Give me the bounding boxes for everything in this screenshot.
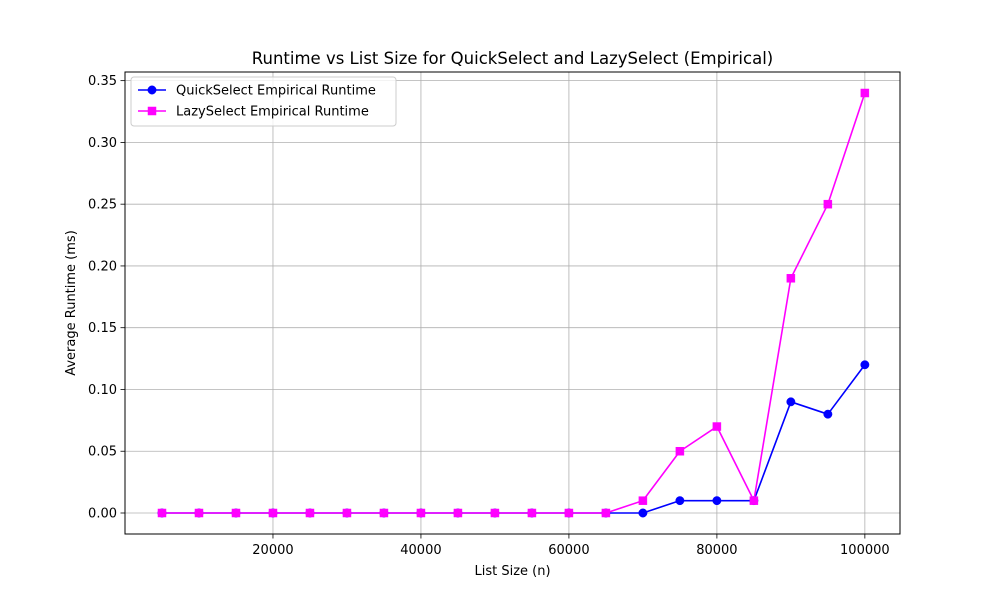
chart-title: Runtime vs List Size for QuickSelect and… (252, 49, 773, 68)
y-tick-label: 0.15 (88, 321, 117, 336)
legend-item: LazySelect Empirical Runtime (138, 105, 369, 120)
y-tick-label: 0.00 (88, 507, 117, 522)
data-point (157, 508, 167, 518)
data-point (712, 496, 722, 506)
x-tick-label: 60000 (548, 543, 589, 558)
y-tick-label: 0.30 (88, 136, 117, 151)
series-1 (157, 88, 870, 518)
data-point (564, 508, 574, 518)
data-point (416, 508, 426, 518)
data-point (601, 508, 611, 518)
x-axis-label: List Size (n) (474, 564, 550, 579)
data-point (379, 508, 389, 518)
x-tick-label: 80000 (696, 543, 737, 558)
data-point (786, 397, 796, 407)
data-point (860, 360, 870, 370)
data-point (712, 422, 722, 431)
y-tick-label: 0.25 (88, 198, 117, 213)
plot-frame (124, 71, 901, 535)
data-point (231, 508, 241, 518)
x-tick-label: 20000 (252, 543, 293, 558)
data-point (453, 508, 463, 518)
legend-label: QuickSelect Empirical Runtime (176, 84, 376, 99)
axis-ticks: 20000 40000 60000 80000 100000 0.00 0.05 0.10 0.… (88, 74, 890, 558)
legend: QuickSelect Empirical Runtime LazySelect … (130, 76, 397, 127)
y-tick-label: 0.20 (88, 259, 117, 274)
y-axis-label: Average Runtime (ms) (64, 230, 79, 376)
data-point (638, 508, 648, 518)
y-tick-label: 0.10 (88, 383, 117, 398)
grid (125, 72, 900, 534)
legend-label: LazySelect Empirical Runtime (176, 105, 369, 120)
legend-marker (147, 85, 157, 95)
x-tick-label: 40000 (400, 543, 441, 558)
y-tick-label: 0.05 (88, 445, 117, 460)
legend-item: QuickSelect Empirical Runtime (138, 84, 376, 99)
data-point (490, 508, 500, 518)
series-layer (157, 88, 870, 518)
series-line (161, 92, 866, 514)
legend-box (130, 76, 397, 127)
data-point (527, 508, 537, 518)
data-point (305, 508, 315, 518)
data-point (823, 199, 833, 209)
legend-marker (147, 106, 157, 116)
y-tick-label: 0.35 (88, 74, 117, 89)
data-point (638, 496, 648, 505)
data-point (675, 496, 685, 506)
data-point (194, 508, 204, 518)
data-point (749, 496, 759, 505)
data-point (675, 446, 685, 456)
data-point (342, 508, 352, 518)
data-point (268, 508, 278, 518)
data-point (823, 409, 833, 419)
x-tick-label: 100000 (840, 543, 890, 558)
data-point (860, 88, 870, 98)
data-point (786, 274, 796, 283)
